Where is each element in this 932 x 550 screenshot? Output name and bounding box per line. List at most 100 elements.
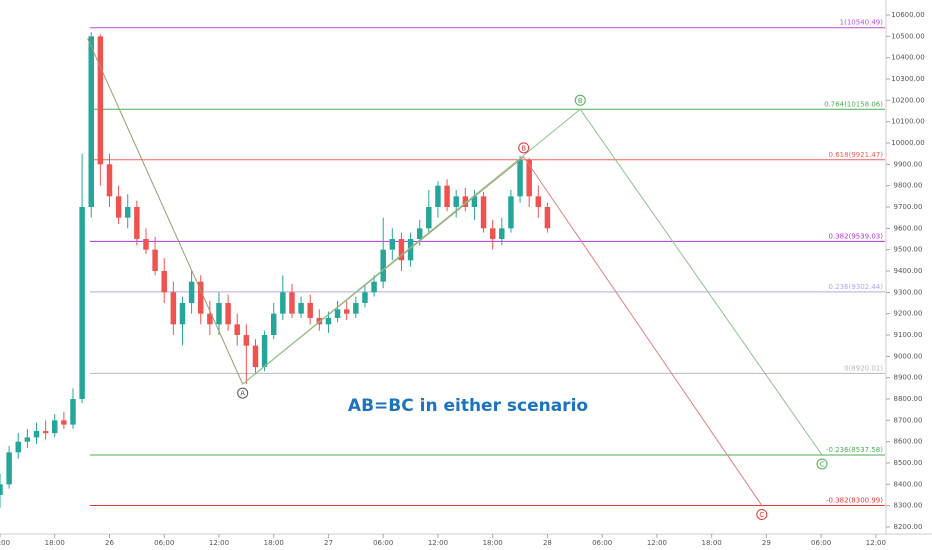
- y-tick-label: 10300.00: [891, 75, 924, 83]
- candle-body: [371, 281, 377, 293]
- candle-body: [380, 249, 386, 282]
- y-tick-label: 9400.00: [894, 267, 923, 275]
- y-tick-label: 9000.00: [894, 352, 923, 360]
- candle-body: [79, 207, 85, 399]
- candle-body: [70, 399, 76, 425]
- candle-body: [188, 281, 195, 303]
- candle-body: [389, 239, 396, 250]
- candle-body: [24, 437, 31, 442]
- pattern-point-label: B: [578, 97, 583, 105]
- candle-body: [106, 164, 113, 197]
- candle-body: [170, 292, 177, 325]
- pattern-line: [242, 108, 823, 456]
- pattern-point-label: C: [759, 511, 764, 519]
- x-tick-label: 28: [543, 539, 552, 547]
- x-tick-label: 18:00: [702, 539, 722, 547]
- candle-body: [252, 345, 259, 367]
- candle-body: [115, 196, 122, 218]
- candle-body: [307, 303, 313, 318]
- candle-body: [517, 160, 523, 197]
- candle-body: [426, 207, 432, 229]
- fib-label: 0.382(9539.03): [829, 232, 884, 240]
- candle-body: [435, 185, 441, 207]
- candle-body: [462, 196, 469, 207]
- candle-body: [334, 309, 341, 318]
- x-tick-label: 18:00: [483, 539, 503, 547]
- y-tick-label: 9800.00: [894, 182, 923, 190]
- candle-body: [325, 317, 332, 325]
- fib-label: 0(8920.01): [844, 364, 883, 372]
- candle-body: [270, 313, 277, 335]
- candle-body: [124, 207, 131, 218]
- y-tick-label: 8200.00: [894, 523, 923, 531]
- candle-body: [207, 313, 213, 325]
- candle-body: [508, 196, 514, 229]
- y-tick-label: 9300.00: [894, 288, 923, 296]
- candle-body: [15, 441, 21, 453]
- pattern-point-label: A: [240, 390, 245, 398]
- pattern-point-label: C: [820, 460, 825, 468]
- x-tick-label: 12:00: [428, 539, 448, 547]
- candle-body: [234, 324, 240, 335]
- fib-label: 0.236(9302.44): [829, 283, 884, 291]
- y-tick-label: 8900.00: [894, 374, 923, 382]
- x-tick-label: 18:00: [45, 539, 65, 547]
- candle-body: [225, 303, 231, 325]
- candle-body: [289, 292, 295, 314]
- x-tick-label: 18:00: [264, 539, 284, 547]
- candle-body: [243, 335, 250, 346]
- fib-label: 0.764(10158.06): [824, 100, 883, 108]
- y-tick-label: 10500.00: [891, 32, 924, 40]
- fib-label: 0.618(9921.47): [829, 151, 884, 159]
- candle-body: [444, 185, 450, 207]
- candle-body: [535, 196, 542, 207]
- candle-body: [0, 484, 3, 495]
- candle-body: [134, 207, 140, 239]
- pattern-line: [523, 156, 763, 506]
- candle-body: [6, 452, 12, 485]
- x-tick-label: 12:00: [0, 539, 10, 547]
- candle-body: [362, 292, 368, 303]
- y-tick-label: 10600.00: [891, 11, 924, 19]
- fib-label: -0.236(8537.58): [826, 446, 883, 454]
- pattern-point: [574, 94, 586, 106]
- candle-body: [489, 228, 496, 239]
- candle-body: [480, 196, 487, 229]
- candle-body: [152, 249, 158, 271]
- y-tick-label: 8800.00: [894, 395, 923, 403]
- candle-body: [416, 228, 423, 239]
- pattern-point-label: B: [521, 144, 526, 152]
- x-tick-label: 12:00: [866, 539, 886, 547]
- x-tick-label: 06:00: [373, 539, 393, 547]
- y-tick-label: 8300.00: [894, 502, 923, 510]
- candle-body: [471, 196, 478, 207]
- y-tick-label: 8600.00: [894, 438, 923, 446]
- candle-body: [161, 271, 167, 293]
- x-tick-label: 12:00: [647, 539, 667, 547]
- pattern-point: [756, 508, 768, 520]
- x-tick-label: 26: [105, 539, 114, 547]
- y-tick-label: 9600.00: [894, 224, 923, 232]
- candle-body: [33, 431, 40, 438]
- y-tick-label: 10100.00: [891, 118, 924, 126]
- fib-label: -0.382(8300.99): [826, 496, 883, 504]
- y-tick-label: 9100.00: [894, 331, 923, 339]
- candle-body: [197, 281, 204, 314]
- x-tick-label: 12:00: [209, 539, 229, 547]
- candle-body: [61, 420, 67, 425]
- y-tick-label: 9700.00: [894, 203, 923, 211]
- annotation: AB=BC in either scenario: [348, 396, 588, 416]
- y-tick-label: 8700.00: [894, 416, 923, 424]
- candle-body: [298, 303, 304, 314]
- pattern-point: [237, 387, 249, 399]
- candle-body: [544, 207, 551, 229]
- x-tick-label: 06:00: [592, 539, 612, 547]
- pattern-point: [518, 142, 530, 154]
- x-tick-label: 06:00: [154, 539, 174, 547]
- candle-body: [42, 431, 49, 434]
- candle-body: [88, 36, 94, 208]
- y-tick-label: 9500.00: [894, 246, 923, 254]
- candle-body: [353, 303, 359, 314]
